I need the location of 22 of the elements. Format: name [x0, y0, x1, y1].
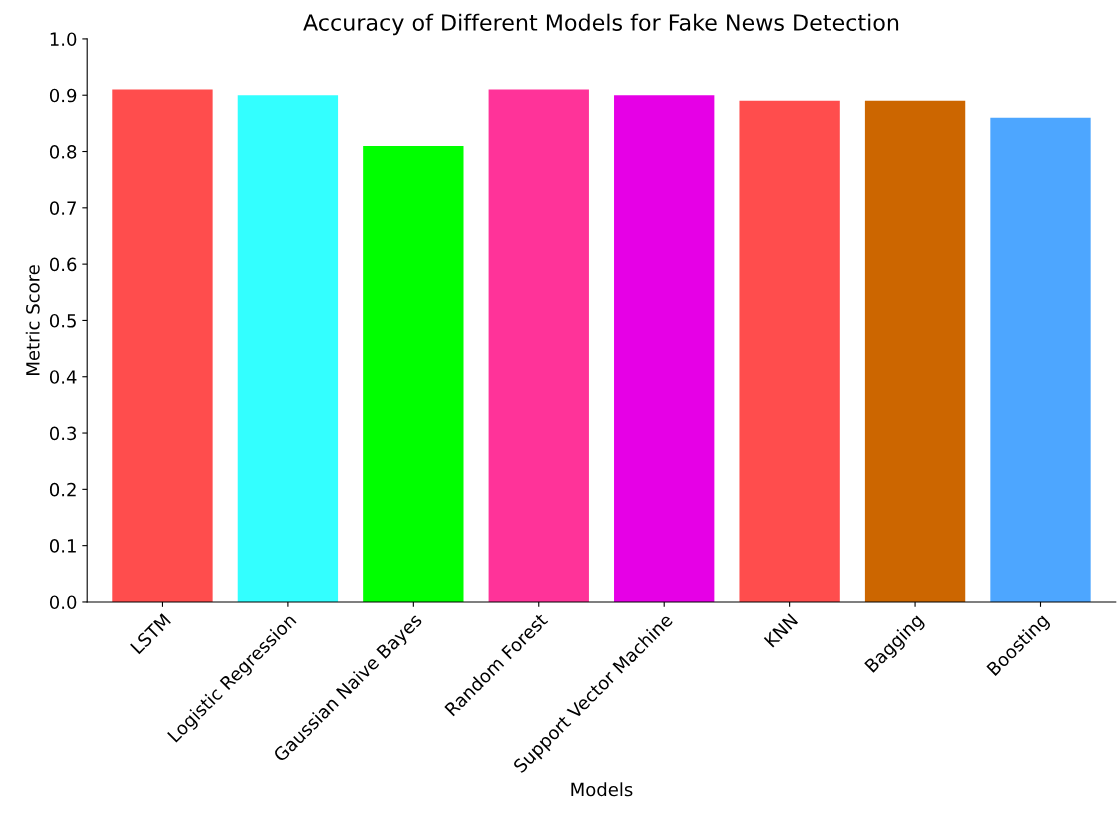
bar	[363, 145, 464, 602]
bar	[112, 89, 213, 602]
y-tick-label: 0.6	[49, 257, 77, 272]
y-tick-label: 0.9	[49, 88, 77, 103]
y-tick-label: 1.0	[50, 32, 77, 47]
x-axis-title: Models	[571, 782, 633, 797]
bar	[237, 95, 339, 602]
y-tick-label: 0.4	[49, 370, 77, 384]
bar	[739, 100, 840, 602]
bar	[864, 100, 966, 602]
y-tick-label: 0.7	[49, 201, 76, 215]
y-tick-label: 0.1	[49, 539, 76, 553]
chart-title: Accuracy of Different Models for Fake News Detection	[303, 13, 899, 36]
y-tick-label: 0.3	[49, 426, 77, 441]
y-tick-label: 0.0	[49, 595, 77, 610]
bar	[488, 89, 589, 602]
y-tick-label: 0.5	[49, 313, 76, 328]
y-tick-label: 0.8	[49, 144, 77, 159]
y-axis-title: Metric Score	[25, 265, 40, 375]
y-tick-label: 0.2	[49, 482, 76, 497]
bar	[614, 95, 715, 602]
bar	[990, 117, 1091, 602]
